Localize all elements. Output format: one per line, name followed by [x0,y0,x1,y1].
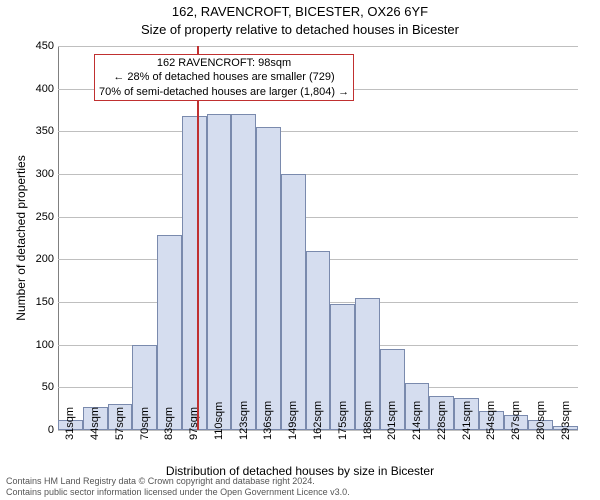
x-tick-label: 267sqm [510,401,522,440]
x-tick-label: 228sqm [436,401,448,440]
histogram-bar [281,174,306,430]
histogram-bar [256,127,281,430]
y-tick-label: 250 [14,211,54,223]
annotation-line: ← 28% of detached houses are smaller (72… [99,70,349,84]
y-gridline [58,131,578,132]
y-tick-label: 400 [14,83,54,95]
x-tick-label: 123sqm [238,401,250,440]
y-gridline [58,217,578,218]
x-tick-label: 70sqm [139,407,151,440]
x-tick-label: 83sqm [163,407,175,440]
x-tick-label: 162sqm [312,401,324,440]
x-tick-label: 254sqm [485,401,497,440]
histogram-bar [207,114,232,430]
footer-line-2: Contains public sector information licen… [6,487,350,498]
y-tick-label: 100 [14,339,54,351]
reference-line [197,46,199,430]
x-tick-label: 241sqm [461,401,473,440]
x-tick-label: 175sqm [337,401,349,440]
y-tick-label: 200 [14,253,54,265]
y-tick-label: 450 [14,40,54,52]
annotation-line: 70% of semi-detached houses are larger (… [99,85,349,99]
x-tick-label: 44sqm [89,407,101,440]
y-gridline [58,46,578,47]
chart-title-sub: Size of property relative to detached ho… [0,22,600,37]
annotation-line: 162 RAVENCROFT: 98sqm [99,56,349,70]
x-tick-label: 149sqm [287,401,299,440]
chart-title-main: 162, RAVENCROFT, BICESTER, OX26 6YF [0,4,600,19]
x-tick-label: 188sqm [362,401,374,440]
x-tick-label: 31sqm [64,407,76,440]
x-tick-label: 201sqm [386,401,398,440]
plot-area: 05010015020025030035040045031sqm44sqm57s… [58,46,578,430]
annotation-box: 162 RAVENCROFT: 98sqm← 28% of detached h… [94,54,354,101]
x-tick-label: 136sqm [262,401,274,440]
histogram-bar [231,114,256,430]
y-gridline [58,174,578,175]
x-tick-label: 214sqm [411,401,423,440]
y-tick-label: 350 [14,125,54,137]
x-tick-label: 293sqm [560,401,572,440]
footer-attribution: Contains HM Land Registry data © Crown c… [6,476,350,498]
histogram-bar [182,116,207,430]
x-tick-label: 57sqm [114,407,126,440]
y-tick-label: 50 [14,381,54,393]
y-tick-label: 300 [14,168,54,180]
y-tick-label: 150 [14,296,54,308]
x-tick-label: 110sqm [213,402,225,440]
y-tick-label: 0 [14,424,54,436]
histogram-bar [157,235,182,430]
x-tick-label: 280sqm [535,401,547,440]
chart-container: 162, RAVENCROFT, BICESTER, OX26 6YF Size… [0,0,600,500]
footer-line-1: Contains HM Land Registry data © Crown c… [6,476,350,487]
y-axis-line [58,46,59,430]
